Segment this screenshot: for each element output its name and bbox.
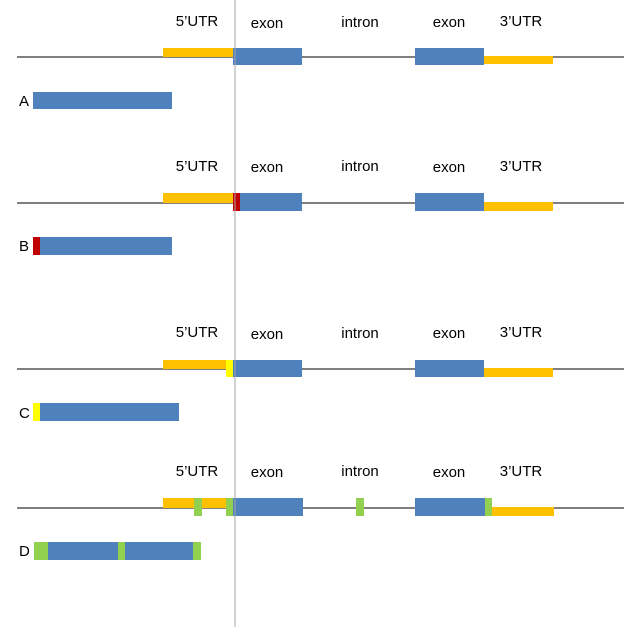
utr3-block-c — [484, 368, 553, 377]
transcript-c-exon — [40, 403, 179, 421]
panel-b: 5’UTR exon intron exon 3’UTR B — [17, 158, 624, 255]
yellow-marker-c — [226, 360, 233, 377]
exon1-block-a — [233, 48, 302, 65]
green-marker-d1 — [194, 498, 202, 516]
exon2-label-b: exon — [433, 159, 466, 176]
exon2-block-c — [415, 360, 484, 377]
exon2-block-d — [415, 498, 485, 516]
utr5-label-c: 5’UTR — [176, 324, 219, 341]
exon2-label-d: exon — [433, 464, 466, 481]
utr3-label-c: 3’UTR — [500, 324, 543, 341]
exon1-block-b — [240, 193, 302, 211]
utr3-label-d: 3’UTR — [500, 463, 543, 480]
green-marker-d4 — [485, 498, 492, 516]
red-marker-b — [233, 193, 240, 211]
utr3-label-a: 3’UTR — [500, 13, 543, 30]
green-marker-d3 — [356, 498, 364, 516]
exon1-label-a: exon — [251, 15, 284, 32]
utr3-block-b — [484, 202, 553, 211]
exon2-block-b — [415, 193, 484, 211]
exon1-label-c: exon — [251, 326, 284, 343]
exon1-label-d: exon — [251, 464, 284, 481]
row-label-a: A — [19, 93, 29, 110]
row-label-c: C — [19, 405, 30, 422]
utr3-label-b: 3’UTR — [500, 158, 543, 175]
intron-label-a: intron — [341, 14, 379, 31]
green-marker-d2 — [226, 498, 233, 516]
intron-label-b: intron — [341, 158, 379, 175]
panel-c: 5’UTR exon intron exon 3’UTR C — [17, 324, 624, 422]
row-label-b: B — [19, 238, 29, 255]
utr5-label-b: 5’UTR — [176, 158, 219, 175]
exon2-block-a — [415, 48, 484, 65]
utr5-block-d2 — [202, 498, 226, 508]
utr5-block-d1 — [163, 498, 194, 508]
transcript-b-red — [33, 237, 40, 255]
utr5-block-b — [163, 193, 234, 203]
exon2-label-c: exon — [433, 325, 466, 342]
utr3-block-d — [492, 507, 554, 516]
exon1-label-b: exon — [251, 159, 284, 176]
intron-label-d: intron — [341, 463, 379, 480]
panel-a: 5’UTR exon intron exon 3’UTR A — [17, 13, 624, 110]
exon1-block-d — [233, 498, 303, 516]
transcript-d-exon1 — [48, 542, 118, 560]
transcript-d-exon2 — [125, 542, 193, 560]
transcript-a-exon — [33, 92, 172, 109]
transcript-c-yellow — [33, 403, 40, 421]
utr5-label-a: 5’UTR — [176, 13, 219, 30]
panel-d: 5’UTR exon intron exon 3’UTR D — [17, 463, 624, 560]
exon1-block-c — [233, 360, 302, 377]
transcript-b-exon — [40, 237, 172, 255]
transcript-d-green2 — [118, 542, 125, 560]
transcript-d-green3 — [193, 542, 201, 560]
intron-label-c: intron — [341, 325, 379, 342]
exon2-label-a: exon — [433, 14, 466, 31]
utr3-block-a — [484, 56, 553, 64]
utr5-block-a — [163, 48, 233, 57]
row-label-d: D — [19, 543, 30, 560]
utr5-label-d: 5’UTR — [176, 463, 219, 480]
transcript-d-green1 — [34, 542, 48, 560]
utr5-block-c — [163, 360, 226, 369]
